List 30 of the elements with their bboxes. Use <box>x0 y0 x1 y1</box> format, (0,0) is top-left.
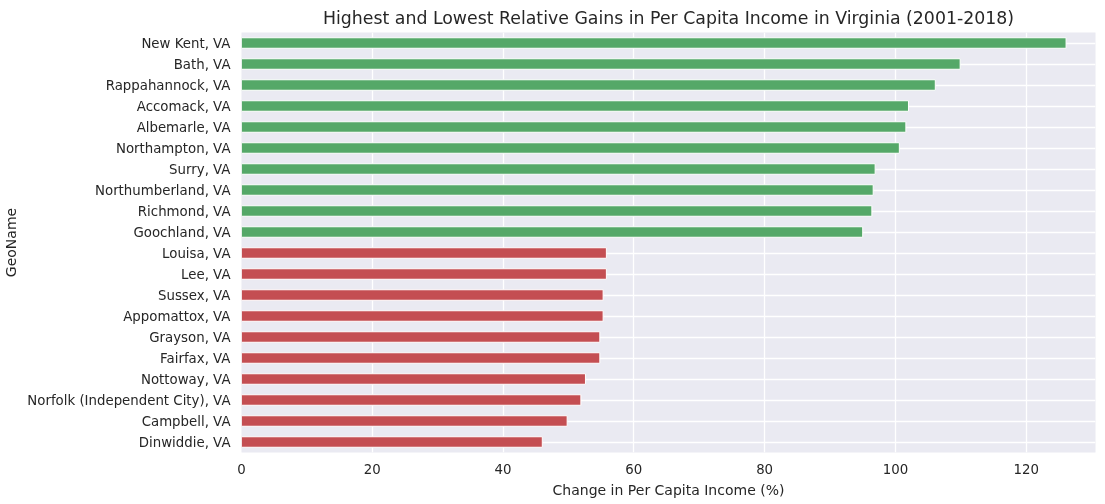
y-tick-label: Northampton, VA <box>115 140 231 156</box>
x-tick-label: 60 <box>625 461 643 477</box>
x-tick-label: 40 <box>494 461 512 477</box>
y-tick-label: Nottoway, VA <box>140 371 231 387</box>
y-tick-label: Bath, VA <box>173 56 231 72</box>
y-tick-label: Rappahannock, VA <box>105 77 231 93</box>
y-tick-label: Louisa, VA <box>162 245 231 261</box>
y-tick-label: Accomack, VA <box>136 98 231 114</box>
y-tick-label: Albemarle, VA <box>136 119 231 135</box>
chart-title: Highest and Lowest Relative Gains in Per Capita Income in Virginia (2001-2018) <box>322 7 1015 28</box>
y-tick-label: New Kent, VA <box>141 35 231 51</box>
x-tick-label: 100 <box>882 461 909 477</box>
x-tick-label: 120 <box>1013 461 1039 477</box>
x-tick-label: 20 <box>363 461 381 477</box>
y-tick-label: Fairfax, VA <box>160 350 231 366</box>
y-tick-label: Sussex, VA <box>158 287 231 303</box>
x-axis-title: Change in Per Capita Income (%) <box>552 481 785 498</box>
y-tick-label: Appomattox, VA <box>123 308 231 324</box>
x-tick-label: 80 <box>756 461 774 477</box>
y-axis-title: GeoName <box>3 207 20 278</box>
y-tick-label: Northumberland, VA <box>95 182 231 198</box>
x-tick-label: 0 <box>237 461 246 477</box>
y-tick-label: Richmond, VA <box>137 203 231 219</box>
y-tick-label: Grayson, VA <box>149 329 231 345</box>
y-tick-label: Norfolk (Independent City), VA <box>27 392 231 408</box>
y-tick-label: Lee, VA <box>181 266 231 282</box>
y-tick-label: Campbell, VA <box>141 413 231 429</box>
y-tick-label: Dinwiddie, VA <box>138 434 231 450</box>
y-tick-label: Surry, VA <box>169 161 231 177</box>
y-tick-label: Goochland, VA <box>133 224 231 240</box>
